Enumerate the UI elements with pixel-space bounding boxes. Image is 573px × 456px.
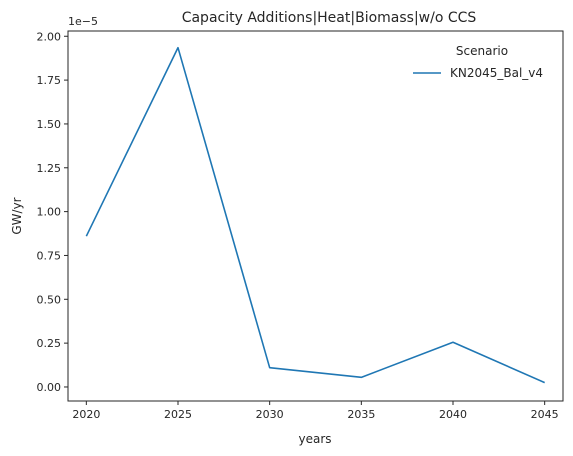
x-tick-label: 2030 — [256, 408, 284, 421]
y-axis-label: GW/yr — [10, 197, 24, 234]
y-tick-label: 0.00 — [37, 381, 62, 394]
x-axis: 2020 2025 2030 2035 2040 2045 — [72, 401, 559, 421]
y-tick-label: 0.25 — [37, 337, 62, 350]
x-tick-label: 2035 — [347, 408, 375, 421]
legend-label: KN2045_Bal_v4 — [450, 66, 543, 80]
y-tick-label: 1.00 — [37, 206, 62, 219]
y-offset-label: 1e−5 — [68, 15, 98, 28]
chart-title: Capacity Additions|Heat|Biomass|w/o CCS — [182, 10, 477, 26]
x-tick-label: 2025 — [164, 408, 192, 421]
y-axis: 0.00 0.25 0.50 0.75 1.00 1.25 1.50 1.75 2.00 — [37, 30, 68, 394]
series-line — [85, 46, 545, 384]
x-axis-label: years — [298, 432, 331, 446]
y-tick-label: 0.75 — [37, 249, 62, 262]
x-tick-label: 2040 — [439, 408, 467, 421]
y-tick-label: 1.75 — [37, 74, 62, 87]
x-tick-label: 2020 — [72, 408, 100, 421]
x-tick-label: 2045 — [531, 408, 559, 421]
legend-title: Scenario — [456, 44, 508, 58]
plot-frame — [67, 30, 564, 402]
legend: Scenario KN2045_Bal_v4 — [413, 44, 543, 80]
y-tick-label: 2.00 — [37, 30, 62, 43]
y-tick-label: 0.50 — [37, 293, 62, 306]
y-tick-label: 1.25 — [37, 162, 62, 175]
series-layer — [85, 46, 545, 384]
y-tick-label: 1.50 — [37, 118, 62, 131]
